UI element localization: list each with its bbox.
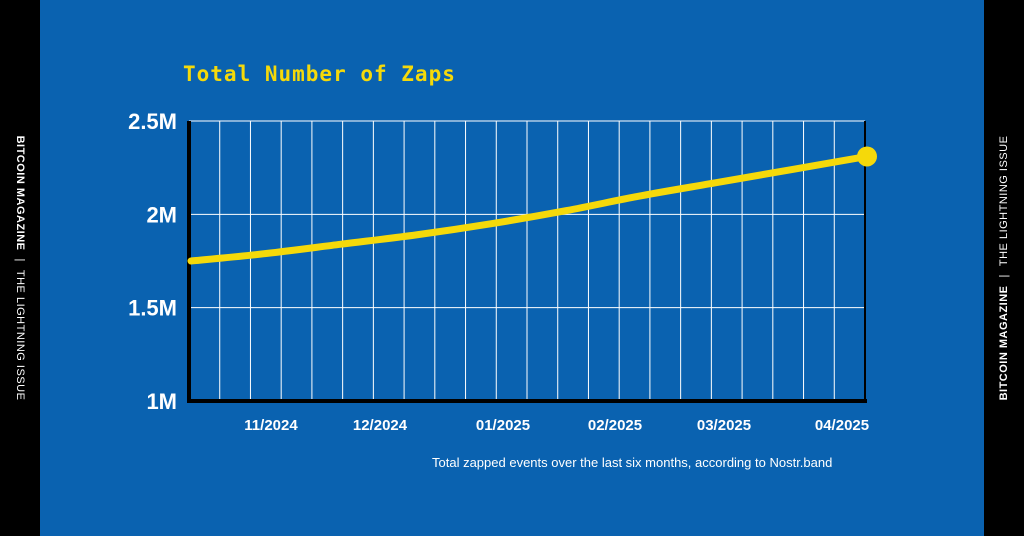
right-brand-label: BITCOIN MAGAZINE — [998, 285, 1010, 401]
y-tick-label: 1M — [146, 389, 177, 414]
left-side-banner: BITCOIN MAGAZINE | THE LIGHTNING ISSUE — [0, 0, 40, 536]
line-chart: 2.5M 2M 1.5M 1M 11/2024 12/2024 01/2025 02/2025… — [128, 109, 877, 434]
right-banner-text: BITCOIN MAGAZINE | THE LIGHTNING ISSUE — [998, 136, 1010, 401]
chart-panel: Total Number of Zaps 2.5M 2M 1.5M 1M 11/2024… — [40, 0, 984, 536]
x-tick-label: 03/2025 — [697, 417, 751, 434]
left-issue-label: THE LIGHTNING ISSUE — [14, 269, 26, 401]
x-tick-label: 01/2025 — [476, 417, 530, 434]
chart-title: Total Number of Zaps — [183, 62, 456, 86]
x-tick-label: 11/2024 — [244, 417, 298, 434]
left-separator: | — [14, 258, 26, 262]
right-side-banner: BITCOIN MAGAZINE | THE LIGHTNING ISSUE — [984, 0, 1024, 536]
x-tick-label: 02/2025 — [588, 417, 642, 434]
left-banner-text: BITCOIN MAGAZINE | THE LIGHTNING ISSUE — [14, 136, 26, 401]
right-issue-label: THE LIGHTNING ISSUE — [998, 135, 1010, 267]
y-tick-label: 2.5M — [128, 109, 177, 134]
chart-caption: Total zapped events over the last six mo… — [432, 455, 833, 470]
y-tick-label: 1.5M — [128, 296, 177, 321]
y-tick-label: 2M — [146, 202, 177, 227]
x-tick-label: 04/2025 — [815, 417, 869, 434]
series-line — [187, 152, 871, 265]
right-separator: | — [998, 274, 1010, 278]
x-tick-label: 12/2024 — [353, 417, 408, 434]
series-end-point — [857, 146, 877, 167]
left-brand-label: BITCOIN MAGAZINE — [14, 135, 26, 251]
